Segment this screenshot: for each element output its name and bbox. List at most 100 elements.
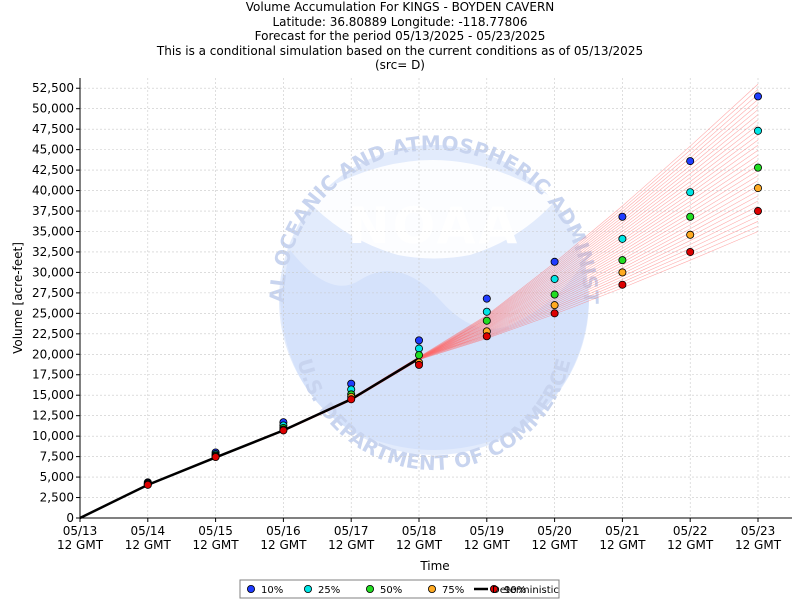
data-point-90pct (550, 309, 559, 318)
data-point-50pct (618, 256, 627, 265)
noaa-watermark-wing (307, 160, 556, 259)
data-point-50pct (754, 163, 763, 172)
data-point-75pct (618, 268, 627, 277)
legend-marker-10pct (246, 585, 255, 594)
legend-marker-75pct (427, 585, 436, 594)
y-tick-label: 40,000 (32, 184, 74, 198)
data-point-10pct (414, 336, 423, 345)
data-point-50pct (482, 316, 491, 325)
x-tick-label-date: 05/21 (605, 524, 640, 538)
x-tick-label-time: 12 GMT (667, 538, 714, 552)
y-tick-label: 50,000 (32, 102, 74, 116)
data-point-50pct (414, 351, 423, 360)
y-axis-title: Volume [acre-feet] (11, 242, 25, 354)
data-point-10pct (550, 257, 559, 266)
legend-label-90pct: 90% (504, 585, 526, 596)
data-point-25pct (414, 344, 423, 353)
x-tick-label-time: 12 GMT (328, 538, 375, 552)
chart-subtitle-source: (src= D) (375, 58, 425, 72)
y-tick-label: 27,500 (32, 286, 74, 300)
x-tick-label-date: 05/16 (266, 524, 301, 538)
y-tick-label: 12,500 (32, 409, 74, 423)
data-point-90pct (482, 332, 491, 341)
y-tick-label: 17,500 (32, 368, 74, 382)
data-point-90pct (211, 453, 220, 462)
y-tick-label: 2,500 (40, 491, 74, 505)
data-point-90pct (143, 480, 152, 489)
y-tick-label: 45,000 (32, 143, 74, 157)
data-point-90pct (686, 247, 695, 256)
x-axis-title: Time (419, 559, 449, 573)
data-point-75pct (754, 184, 763, 193)
data-point-10pct (482, 294, 491, 303)
data-point-90pct (754, 207, 763, 216)
noaa-logo-text: NOAA (348, 197, 520, 255)
y-tick-label: 52,500 (32, 81, 74, 95)
legend-marker-90pct (489, 585, 498, 594)
x-tick-label-date: 05/13 (63, 524, 98, 538)
legend-label-50pct: 50% (380, 585, 402, 596)
data-point-10pct (754, 92, 763, 101)
x-tick-label-date: 05/22 (673, 524, 708, 538)
x-tick-label-date: 05/15 (198, 524, 233, 538)
x-tick-label-date: 05/20 (537, 524, 572, 538)
legend-box (239, 579, 560, 599)
y-tick-label: 20,000 (32, 347, 74, 361)
x-tick-label-date: 05/23 (741, 524, 776, 538)
data-point-25pct (618, 234, 627, 243)
y-tick-label: 5,000 (40, 470, 74, 484)
legend-label-deterministic: Deterministic (492, 585, 559, 596)
data-point-90pct (279, 426, 288, 435)
data-point-75pct (686, 230, 695, 239)
data-point-90pct (414, 360, 423, 369)
x-tick-label-time: 12 GMT (125, 538, 172, 552)
y-tick-label: 32,500 (32, 245, 74, 259)
y-tick-label: 35,000 (32, 224, 74, 238)
y-tick-label: 22,500 (32, 327, 74, 341)
data-point-25pct (482, 307, 491, 316)
x-tick-label-time: 12 GMT (396, 538, 443, 552)
y-tick-label: 7,500 (40, 450, 74, 464)
x-tick-label-date: 05/14 (131, 524, 166, 538)
x-tick-label-date: 05/18 (402, 524, 437, 538)
legend-label-10pct: 10% (261, 585, 283, 596)
data-point-25pct (686, 188, 695, 197)
chart-subtitle-conditions: This is a conditional simulation based o… (156, 43, 644, 58)
chart-title: Volume Accumulation For KINGS - BOYDEN C… (245, 0, 555, 14)
data-point-90pct (347, 395, 356, 404)
y-tick-label: 25,000 (32, 306, 74, 320)
y-tick-label: 0 (66, 511, 74, 525)
x-tick-label-time: 12 GMT (57, 538, 104, 552)
y-tick-label: 15,000 (32, 388, 74, 402)
deterministic-line (79, 357, 420, 520)
legend-label-25pct: 25% (318, 585, 340, 596)
legend: 10% 25% 50% 75% 90%Deterministic (239, 579, 560, 599)
data-point-25pct (754, 126, 763, 135)
data-point-90pct (618, 280, 627, 289)
data-point-50pct (550, 290, 559, 299)
chart-subtitle-period: Forecast for the period 05/13/2025 - 05/… (254, 29, 546, 43)
legend-label-75pct: 75% (442, 585, 464, 596)
data-point-10pct (618, 212, 627, 221)
y-tick-label: 42,500 (32, 163, 74, 177)
data-point-25pct (550, 274, 559, 283)
data-point-50pct (686, 212, 695, 221)
x-tick-label-time: 12 GMT (532, 538, 579, 552)
y-tick-label: 30,000 (32, 265, 74, 279)
x-tick-label-time: 12 GMT (464, 538, 511, 552)
chart-titles: Volume Accumulation For KINGS - BOYDEN C… (0, 0, 800, 73)
x-tick-label-time: 12 GMT (260, 538, 307, 552)
data-point-10pct (686, 157, 695, 166)
y-tick-label: 47,500 (32, 122, 74, 136)
data-point-75pct (550, 301, 559, 310)
x-tick-label-time: 12 GMT (599, 538, 646, 552)
legend-marker-50pct (365, 585, 374, 594)
x-tick-label-date: 05/19 (470, 524, 505, 538)
x-tick-label-date: 05/17 (334, 524, 369, 538)
chart-subtitle-location: Latitude: 36.80889 Longitude: -118.77806 (272, 14, 528, 29)
legend-marker-25pct (303, 585, 312, 594)
x-tick-label-time: 12 GMT (193, 538, 240, 552)
y-tick-label: 37,500 (32, 204, 74, 218)
series-90pct (143, 207, 763, 489)
